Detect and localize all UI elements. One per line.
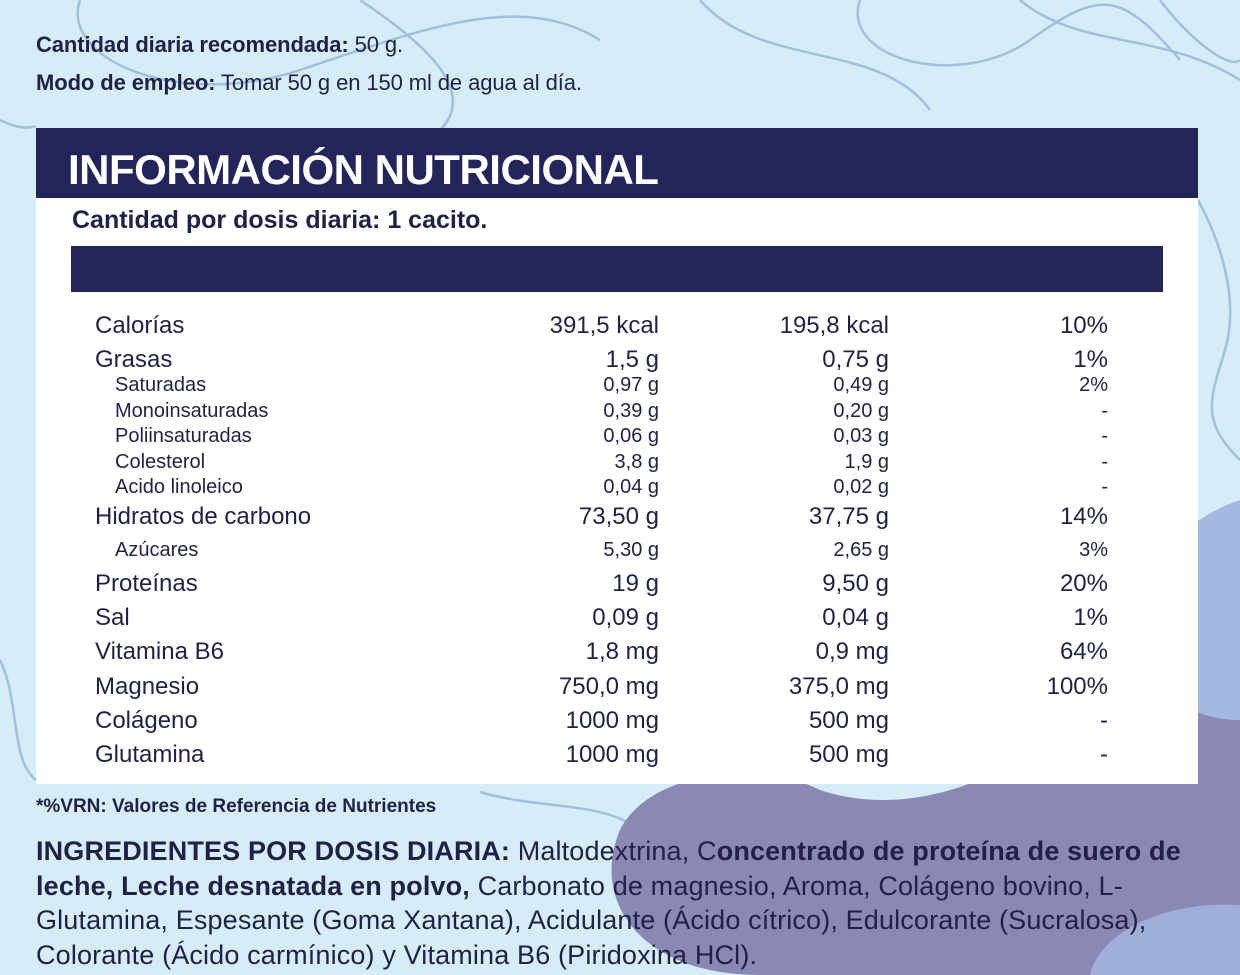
value-per-100: 19 g bbox=[612, 570, 659, 597]
value-per-dose: 2,65 g bbox=[833, 539, 889, 561]
value-vrn: - bbox=[1101, 451, 1108, 473]
ingredients-text-1: Maltodextrina, C bbox=[510, 836, 717, 866]
nutrient-name: Colágeno bbox=[95, 707, 198, 734]
nutrient-row-calorias: Calorías 391,5 kcal 195,8 kcal 10% bbox=[36, 312, 1198, 342]
value-per-dose: 500 mg bbox=[808, 707, 889, 734]
nutrient-row-vitamina-b6: Vitamina B6 1,8 mg 0,9 mg 64% bbox=[36, 638, 1198, 668]
value-per-100: 0,39 g bbox=[603, 400, 659, 422]
value-per-dose: 0,49 g bbox=[833, 374, 889, 396]
nutrient-row-sal: Sal 0,09 g 0,04 g 1% bbox=[36, 604, 1198, 634]
nutrient-row-magnesio: Magnesio 750,0 mg 375,0 mg 100% bbox=[36, 673, 1198, 703]
vrn-footnote: *%VRN: Valores de Referencia de Nutrient… bbox=[36, 796, 437, 817]
column-header-bar bbox=[71, 246, 1163, 292]
value-per-dose: 0,04 g bbox=[822, 604, 889, 631]
value-vrn: - bbox=[1101, 400, 1108, 422]
nutrient-name: Proteínas bbox=[95, 570, 198, 597]
nutrient-row-colageno: Colágeno 1000 mg 500 mg - bbox=[36, 707, 1198, 737]
usage-instructions-value: Tomar 50 g en 150 ml de agua al día. bbox=[215, 70, 582, 95]
value-per-100: 1000 mg bbox=[565, 707, 659, 734]
value-vrn: - bbox=[1100, 741, 1108, 768]
nutrient-name: Saturadas bbox=[115, 374, 207, 396]
value-per-100: 3,8 g bbox=[614, 451, 659, 473]
value-vrn: - bbox=[1101, 425, 1108, 447]
nutrient-name: Monoinsaturadas bbox=[115, 400, 269, 422]
value-per-dose: 375,0 mg bbox=[788, 673, 889, 700]
nutrient-name: Sal bbox=[95, 604, 130, 631]
nutrient-name: Hidratos de carbono bbox=[95, 503, 312, 530]
value-per-100: 1,8 mg bbox=[585, 638, 659, 665]
value-per-dose: 0,75 g bbox=[822, 346, 889, 373]
value-vrn: - bbox=[1100, 707, 1108, 734]
value-vrn: 64% bbox=[1059, 638, 1108, 665]
nutrient-row-grasas: Grasas 1,5 g 0,75 g 1% bbox=[36, 346, 1198, 376]
recommended-daily-amount: Cantidad diaria recomendada: 50 g. bbox=[36, 32, 403, 58]
value-per-dose: 0,9 mg bbox=[815, 638, 889, 665]
usage-instructions-label: Modo de empleo: bbox=[36, 70, 216, 95]
ingredients-label: INGREDIENTES POR DOSIS DIARIA: bbox=[36, 836, 511, 866]
nutrient-name: Magnesio bbox=[95, 673, 200, 700]
nutrition-panel-header: INFORMACIÓN NUTRICIONAL bbox=[36, 128, 1198, 198]
value-vrn: 2% bbox=[1079, 374, 1108, 396]
nutrient-row-proteinas: Proteínas 19 g 9,50 g 20% bbox=[36, 570, 1198, 600]
panel-title: INFORMACIÓN NUTRICIONAL bbox=[68, 146, 659, 193]
value-vrn: 100% bbox=[1046, 673, 1108, 700]
ingredients-paragraph: INGREDIENTES POR DOSIS DIARIA: Maltodext… bbox=[36, 834, 1196, 972]
value-vrn: 14% bbox=[1059, 503, 1108, 530]
nutrient-name: Calorías bbox=[95, 312, 185, 339]
nutrient-row-colesterol: Colesterol 3,8 g 1,9 g - bbox=[36, 451, 1198, 481]
value-per-100: 0,06 g bbox=[603, 425, 659, 447]
value-per-100: 0,09 g bbox=[592, 604, 659, 631]
value-per-dose: 0,02 g bbox=[833, 476, 889, 498]
nutrient-row-poliinsaturadas: Poliinsaturadas 0,06 g 0,03 g - bbox=[36, 425, 1198, 455]
nutrient-row-acido-linoleico: Acido linoleico 0,04 g 0,02 g - bbox=[36, 476, 1198, 506]
value-per-dose: 0,03 g bbox=[833, 425, 889, 447]
value-per-dose: 1,9 g bbox=[844, 451, 889, 473]
nutrient-name: Grasas bbox=[95, 346, 173, 373]
nutrient-row-hidratos: Hidratos de carbono 73,50 g 37,75 g 14% bbox=[36, 503, 1198, 533]
dose-line: Cantidad por dosis diaria: 1 cacito. bbox=[72, 206, 488, 234]
value-per-dose: 195,8 kcal bbox=[779, 312, 889, 339]
nutrient-name: Vitamina B6 bbox=[95, 638, 224, 665]
value-per-100: 1000 mg bbox=[565, 741, 659, 768]
value-vrn: 3% bbox=[1079, 539, 1108, 561]
nutrient-name: Azúcares bbox=[115, 539, 199, 561]
value-vrn: - bbox=[1101, 476, 1108, 498]
value-per-100: 0,97 g bbox=[603, 374, 659, 396]
recommended-daily-amount-label: Cantidad diaria recomendada: bbox=[36, 32, 349, 57]
nutrient-row-azucares: Azúcares 5,30 g 2,65 g 3% bbox=[36, 539, 1198, 569]
value-per-dose: 9,50 g bbox=[822, 570, 889, 597]
value-per-dose: 500 mg bbox=[808, 741, 889, 768]
nutrient-row-monoinsaturadas: Monoinsaturadas 0,39 g 0,20 g - bbox=[36, 400, 1198, 430]
nutrient-row-glutamina: Glutamina 1000 mg 500 mg - bbox=[36, 741, 1198, 771]
value-per-100: 0,04 g bbox=[603, 476, 659, 498]
nutrient-name: Colesterol bbox=[115, 451, 206, 473]
value-per-100: 750,0 mg bbox=[558, 673, 659, 700]
recommended-daily-amount-value: 50 g. bbox=[348, 32, 404, 57]
value-vrn: 1% bbox=[1073, 346, 1108, 373]
nutrient-name: Acido linoleico bbox=[115, 476, 243, 498]
value-per-100: 5,30 g bbox=[603, 539, 659, 561]
value-per-dose: 0,20 g bbox=[833, 400, 889, 422]
value-per-100: 391,5 kcal bbox=[549, 312, 659, 339]
nutrition-facts-panel: INFORMACIÓN NUTRICIONAL Cantidad por dos… bbox=[36, 128, 1198, 784]
value-per-100: 1,5 g bbox=[605, 346, 659, 373]
value-vrn: 1% bbox=[1073, 604, 1108, 631]
purple-blob-shape bbox=[611, 600, 1240, 975]
value-vrn: 10% bbox=[1059, 312, 1108, 339]
usage-instructions: Modo de empleo: Tomar 50 g en 150 ml de … bbox=[36, 70, 582, 96]
ingredients-bold-text: oncentrado de proteína de suero de leche… bbox=[36, 836, 1181, 901]
nutrient-row-saturadas: Saturadas 0,97 g 0,49 g 2% bbox=[36, 374, 1198, 404]
value-per-100: 73,50 g bbox=[578, 503, 659, 530]
nutrient-name: Poliinsaturadas bbox=[115, 425, 252, 447]
value-vrn: 20% bbox=[1059, 570, 1108, 597]
value-per-dose: 37,75 g bbox=[808, 503, 889, 530]
nutrient-name: Glutamina bbox=[95, 741, 205, 768]
ingredients-text-2: Carbonato de magnesio, Aroma, Colágeno b… bbox=[36, 870, 1147, 970]
